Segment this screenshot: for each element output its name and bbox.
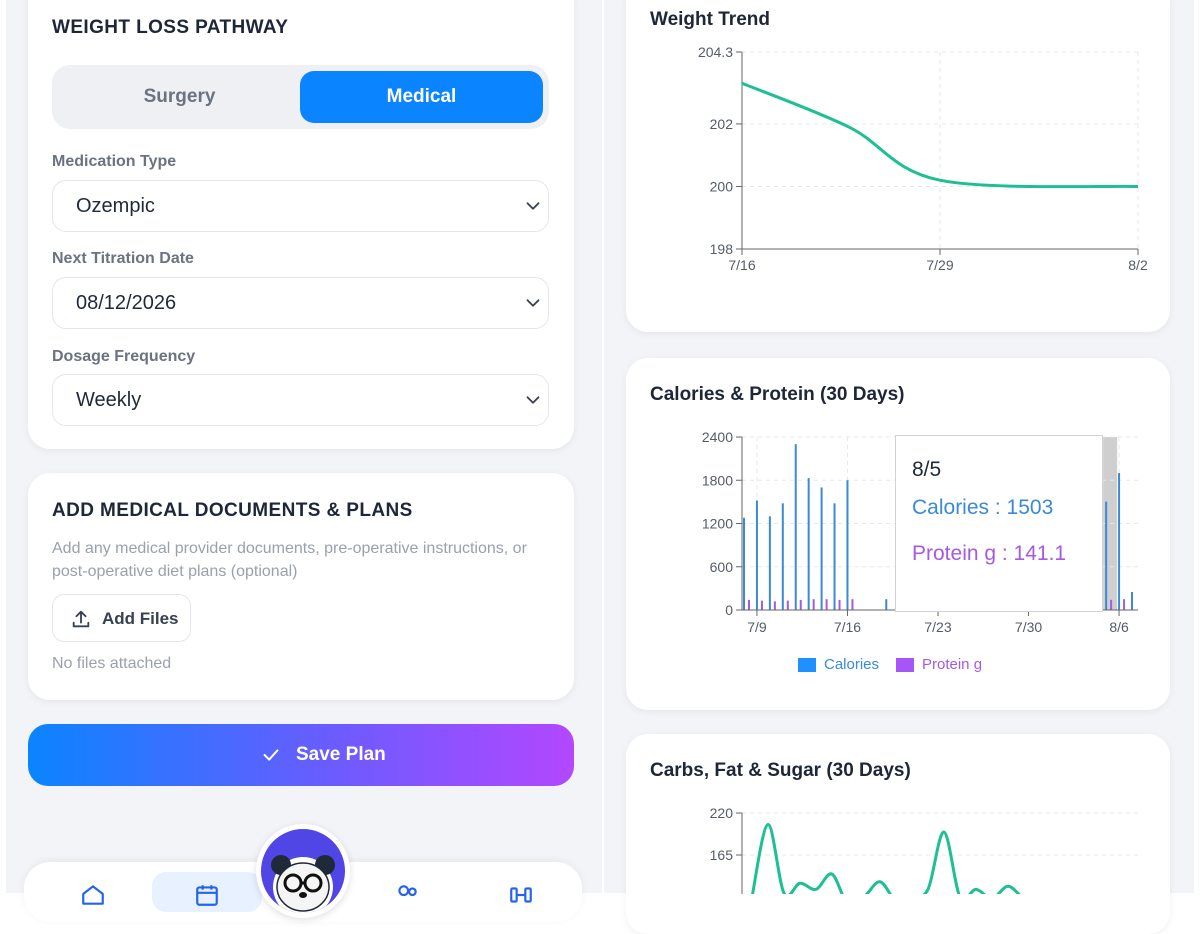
home-icon[interactable] <box>80 882 106 908</box>
y-tick-label: 2400 <box>702 429 733 445</box>
y-tick-label: 165 <box>710 847 734 863</box>
chart-tooltip: 8/5 Calories : 1503 Protein g : 141.1 <box>895 435 1103 612</box>
protein-bar <box>799 599 802 610</box>
calories-bar <box>807 478 810 610</box>
calories-bar <box>833 503 836 610</box>
protein-bar <box>773 601 776 610</box>
calories-protein-title: Calories & Protein (30 Days) <box>650 384 905 405</box>
x-tick-label: 8/6 <box>1109 619 1129 635</box>
calories-bar <box>1118 473 1121 610</box>
pathway-toggle: Surgery Medical <box>52 65 549 129</box>
calendar-icon[interactable] <box>194 882 220 908</box>
calories-bar <box>885 599 888 610</box>
carbs-series-line <box>751 822 1021 894</box>
x-tick-label: 7/29 <box>926 257 953 273</box>
surgery-option-button[interactable]: Surgery <box>143 86 216 107</box>
documents-card: ADD MEDICAL DOCUMENTS & PLANS Add any me… <box>28 473 574 700</box>
y-tick-label: 600 <box>710 559 734 575</box>
users-icon[interactable] <box>394 882 420 908</box>
protein-bar <box>812 599 815 610</box>
x-tick-label: 7/30 <box>1015 619 1042 635</box>
weight-trend-chart: 198 200 202 204.3 7/16 7/29 8/2 <box>698 44 1148 273</box>
dumbbell-icon[interactable] <box>508 882 534 908</box>
calories-bar <box>794 444 797 610</box>
x-tick-label: 8/2 <box>1128 257 1148 273</box>
save-plan-label: Save Plan <box>296 744 386 765</box>
dosage-frequency-select[interactable]: Weekly <box>52 374 549 426</box>
titration-date-value: 08/12/2026 <box>76 292 177 314</box>
legend-calories[interactable]: Calories <box>798 656 879 673</box>
tooltip-calories: Calories : 1503 <box>912 496 1054 519</box>
legend-protein[interactable]: Protein g <box>896 656 982 673</box>
legend-calories-label: Calories <box>824 656 880 673</box>
no-files-text: No files attached <box>52 655 172 672</box>
protein-bar <box>838 599 841 610</box>
y-tick-label: 1200 <box>702 516 733 532</box>
carbs-fat-sugar-title: Carbs, Fat & Sugar (30 Days) <box>650 760 911 781</box>
protein-bar <box>760 600 763 610</box>
charts-panel: Weight Trend 198 200 202 204.3 7/16 7/29 8/2 C… <box>604 0 1194 934</box>
tooltip-protein: Protein g : 141.1 <box>912 542 1067 565</box>
titration-date-label: Next Titration Date <box>52 250 194 267</box>
documents-title: ADD MEDICAL DOCUMENTS & PLANS <box>52 500 413 521</box>
protein-swatch <box>896 657 914 672</box>
calories-swatch <box>798 657 816 672</box>
calories-bar <box>1131 591 1133 610</box>
protein-bar <box>748 599 750 610</box>
calories-bar <box>743 517 745 610</box>
carbs-fat-sugar-card: Carbs, Fat & Sugar (30 Days) 165 220 <box>626 734 1170 934</box>
calories-bar <box>846 480 849 610</box>
calories-bar <box>768 516 771 610</box>
carbs-fat-sugar-chart: 165 220 <box>710 805 1138 894</box>
x-tick-label: 7/23 <box>924 619 951 635</box>
plan-panel: WEIGHT LOSS PATHWAY Surgery Medical Medi… <box>6 0 602 922</box>
medication-type-select[interactable]: Ozempic <box>52 180 549 232</box>
pathway-card: WEIGHT LOSS PATHWAY Surgery Medical Medi… <box>28 0 574 449</box>
legend-protein-label: Protein g <box>922 656 983 673</box>
weight-series-line <box>741 81 1139 189</box>
x-tick-label: 7/9 <box>747 619 767 635</box>
medication-type-label: Medication Type <box>52 153 177 170</box>
panda-icon <box>271 855 335 913</box>
documents-description: Add any medical provider documents, pre-… <box>52 540 527 580</box>
calories-bar <box>1105 501 1108 610</box>
x-tick-label: 7/16 <box>728 257 755 273</box>
chevron-down-icon <box>526 396 540 404</box>
weight-trend-title: Weight Trend <box>650 9 770 30</box>
calories-bar <box>781 503 784 610</box>
protein-bar <box>851 599 854 610</box>
weight-trend-card: Weight Trend 198 200 202 204.3 7/16 7/29 8/2 <box>626 0 1170 332</box>
protein-bar <box>825 599 828 610</box>
medical-option-button[interactable]: Medical <box>300 71 543 123</box>
panda-avatar[interactable] <box>256 824 350 918</box>
protein-bar <box>1110 599 1113 610</box>
chevron-down-icon <box>526 299 540 307</box>
x-tick-label: 7/16 <box>834 619 861 635</box>
medication-type-value: Ozempic <box>76 195 155 217</box>
protein-bar <box>786 600 789 610</box>
add-files-label: Add Files <box>102 609 179 628</box>
upload-icon <box>72 610 90 628</box>
y-tick-label: 204.3 <box>698 44 733 60</box>
y-tick-label: 202 <box>710 116 734 132</box>
check-icon <box>263 749 279 761</box>
chevron-down-icon <box>526 202 540 210</box>
dosage-frequency-label: Dosage Frequency <box>52 348 196 365</box>
calories-bar <box>755 500 758 610</box>
protein-bar <box>1123 599 1126 610</box>
calories-bar <box>820 487 823 610</box>
y-tick-label: 198 <box>710 241 734 257</box>
titration-date-select[interactable]: 08/12/2026 <box>52 277 549 329</box>
y-tick-label: 220 <box>710 805 734 821</box>
dosage-frequency-value: Weekly <box>76 389 142 411</box>
pathway-title: WEIGHT LOSS PATHWAY <box>52 17 289 38</box>
y-tick-label: 0 <box>725 602 733 618</box>
calories-protein-card: Calories & Protein (30 Days) 0 600 1200 180… <box>626 358 1170 710</box>
tooltip-date: 8/5 <box>912 458 942 481</box>
add-files-button[interactable]: Add Files <box>52 594 191 642</box>
y-tick-label: 200 <box>710 178 734 194</box>
save-plan-button[interactable]: Save Plan <box>28 724 574 786</box>
y-tick-label: 1800 <box>702 472 733 488</box>
